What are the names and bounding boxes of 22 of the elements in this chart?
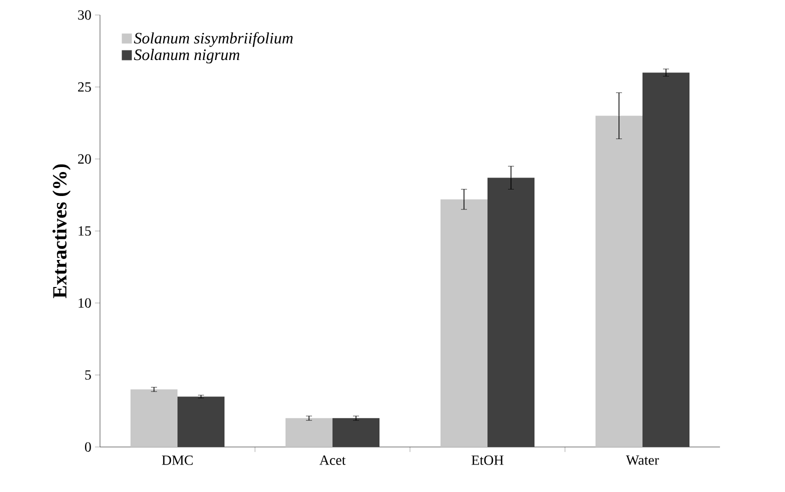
x-tick-label: Water — [626, 456, 659, 465]
y-tick-label: 25 — [78, 82, 91, 92]
bar — [130, 389, 178, 447]
legend-label: Solanum sisymbriifolium — [134, 32, 293, 47]
x-tick-label: DMC — [162, 456, 193, 465]
y-tick-label: 10 — [78, 298, 91, 308]
bar — [642, 72, 690, 447]
bar — [595, 116, 642, 447]
bar — [286, 418, 332, 447]
y-axis-title: Extractives (%) — [52, 164, 71, 298]
bar — [440, 199, 488, 447]
y-tick-label: 30 — [78, 10, 91, 20]
y-tick-label: 20 — [78, 154, 91, 164]
x-tick-label: Acet — [319, 456, 346, 465]
legend-label: Solanum nigrum — [134, 48, 240, 64]
y-tick-label: 15 — [78, 226, 91, 236]
bar — [178, 396, 224, 447]
y-tick-label: 0 — [85, 442, 91, 452]
bar — [487, 178, 534, 447]
y-tick-label: 5 — [85, 370, 91, 380]
x-tick-label: EtOH — [472, 456, 504, 465]
bar — [332, 418, 380, 447]
